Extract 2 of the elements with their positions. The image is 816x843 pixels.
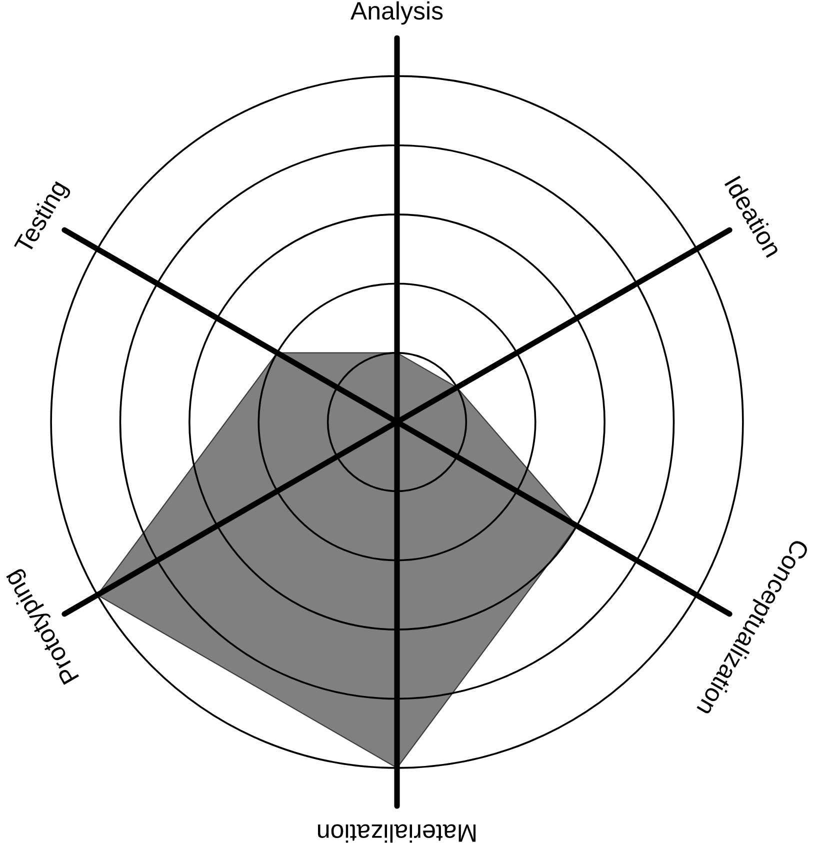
spoke-label: Materialization xyxy=(318,824,476,843)
spoke-label: Analysis xyxy=(350,1,443,25)
